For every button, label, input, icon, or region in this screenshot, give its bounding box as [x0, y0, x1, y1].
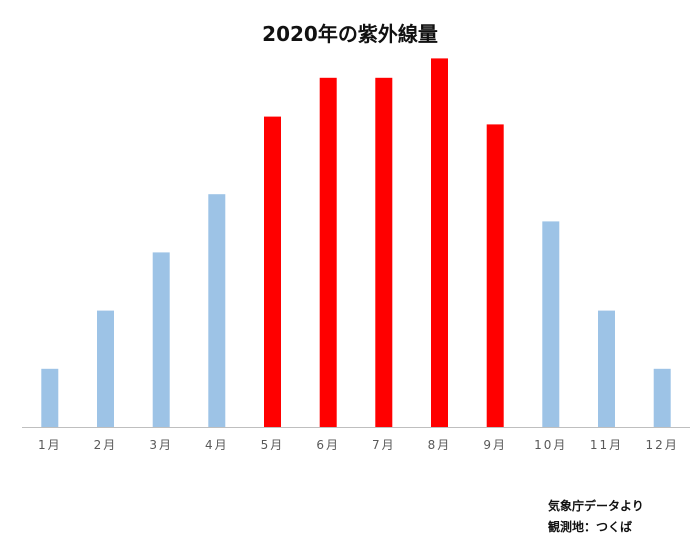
bar-2: [97, 310, 114, 427]
x-tick-label-2: 2月: [94, 438, 118, 452]
x-tick-label-11: 11月: [590, 438, 623, 452]
x-tick-label-5: 5月: [261, 438, 285, 452]
bar-11: [598, 310, 615, 427]
bar-4: [208, 194, 226, 427]
x-tick-label-1: 1月: [38, 438, 62, 452]
bar-9: [486, 124, 504, 428]
bar-7: [375, 77, 393, 428]
x-tick-labels: 1月 2月 3月 4月 5月 6月 7月 8月 9月 10月 11月 12月: [38, 438, 679, 452]
source-note: 気象庁データより: [548, 499, 644, 513]
chart-title: 2020年の紫外線量: [262, 22, 438, 46]
bar-5: [264, 116, 281, 427]
x-tick-label-12: 12月: [646, 438, 679, 452]
bar-1: [41, 368, 59, 427]
observation-site-note: 観測地：つくば: [548, 520, 633, 534]
bar-10: [542, 221, 560, 427]
bar-3: [152, 252, 170, 427]
x-tick-label-7: 7月: [372, 438, 396, 452]
bar-8: [431, 58, 448, 428]
bar-6: [319, 77, 337, 428]
x-tick-label-3: 3月: [149, 438, 173, 452]
bar-12: [653, 368, 671, 427]
x-tick-label-4: 4月: [205, 438, 229, 452]
x-tick-label-8: 8月: [428, 438, 452, 452]
bars-group: [41, 58, 671, 428]
x-tick-label-10: 10月: [534, 438, 567, 452]
x-tick-label-9: 9月: [483, 438, 507, 452]
x-tick-label-6: 6月: [316, 438, 340, 452]
